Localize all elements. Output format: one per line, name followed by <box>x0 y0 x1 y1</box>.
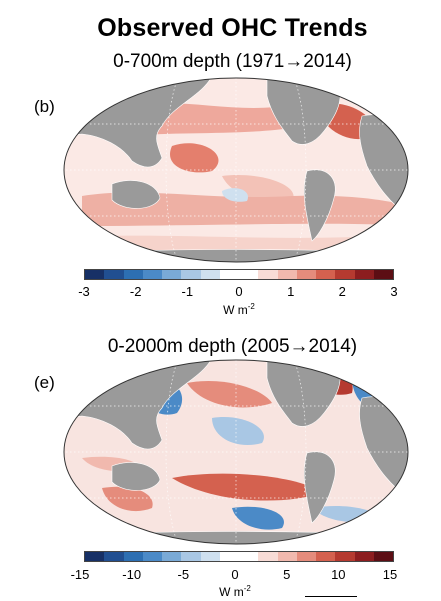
colorbar-swatch <box>162 270 182 279</box>
colorbar-swatch <box>142 552 162 561</box>
trend-patch <box>232 506 284 530</box>
colorbar-swatch <box>219 552 239 561</box>
colorbar-swatch <box>296 270 316 279</box>
colorbar-b-tick: 3 <box>390 284 398 299</box>
colorbar-swatch <box>354 552 374 561</box>
trend-patch <box>132 103 302 136</box>
colorbar-swatch <box>316 270 336 279</box>
colorbar-swatch <box>239 552 259 561</box>
colorbar-swatch <box>181 552 201 561</box>
colorbar-swatch <box>335 552 355 561</box>
colorbar-swatch <box>104 270 124 279</box>
colorbar-b-tick: -3 <box>78 284 90 299</box>
colorbar-swatch <box>373 270 393 279</box>
colorbar-b <box>84 269 394 280</box>
colorbar-swatch <box>277 552 297 561</box>
colorbar-b-tick: 0 <box>235 284 243 299</box>
colorbar-swatch <box>200 552 220 561</box>
colorbar-swatch <box>85 552 105 561</box>
colorbar-b-tick: -2 <box>129 284 142 299</box>
colorbar-e-tick: 0 <box>231 567 239 582</box>
ohc-map-0-700m <box>63 77 409 263</box>
colorbar-swatch <box>181 270 201 279</box>
colorbar-swatch <box>142 270 162 279</box>
land-australia <box>111 180 161 209</box>
colorbar-e-tick: -10 <box>122 567 142 582</box>
trend-patch <box>222 175 294 203</box>
colorbar-swatch <box>123 270 143 279</box>
panel-b-label: (b) <box>34 97 55 116</box>
land-north-america <box>266 360 341 427</box>
colorbar-e-tick: 5 <box>283 567 291 582</box>
colorbar-b-tick: 1 <box>287 284 295 299</box>
colorbar-swatch <box>123 552 143 561</box>
trend-patch <box>170 143 219 173</box>
colorbar-b-tick: -1 <box>181 284 194 299</box>
colorbar-e-tick: -5 <box>177 567 190 582</box>
colorbar-e-tick: 10 <box>331 567 346 582</box>
colorbar-b-unit: W m-2 <box>223 302 255 317</box>
colorbar-swatch <box>162 552 182 561</box>
trend-patch <box>212 417 264 446</box>
panel-e-subtitle: 0-2000m depth (2005→2014) <box>107 336 358 357</box>
land-south-america <box>303 451 336 524</box>
ohc-map-0-2000m <box>63 359 409 545</box>
panel-b-subtitle: 0-700m depth (1971→2014) <box>113 51 352 72</box>
panel-e-label: (e) <box>34 373 55 392</box>
land-south-america <box>303 169 336 242</box>
colorbar-b-tick: 2 <box>338 284 346 299</box>
colorbar-swatch <box>219 270 239 279</box>
colorbar-e <box>84 551 394 562</box>
colorbar-swatch <box>316 552 336 561</box>
colorbar-swatch <box>277 270 297 279</box>
land-north-america <box>266 78 341 145</box>
colorbar-swatch <box>239 270 259 279</box>
trend-patch <box>172 473 322 501</box>
colorbar-e-tick: -15 <box>70 567 90 582</box>
trend-patch <box>222 188 248 202</box>
colorbar-swatch <box>258 270 278 279</box>
colorbar-e-tick: 15 <box>382 567 398 582</box>
colorbar-swatch <box>296 552 316 561</box>
colorbar-swatch <box>373 552 393 561</box>
trend-patch <box>187 380 272 408</box>
colorbar-swatch <box>354 270 374 279</box>
colorbar-e-unit: W m-2 <box>219 584 251 599</box>
colorbar-swatch <box>104 552 124 561</box>
colorbar-swatch <box>200 270 220 279</box>
colorbar-swatch <box>258 552 278 561</box>
trend-patch <box>102 486 153 512</box>
scale-line <box>305 596 357 597</box>
figure-title: Observed OHC Trends <box>97 14 368 42</box>
colorbar-swatch <box>335 270 355 279</box>
colorbar-swatch <box>85 270 105 279</box>
land-australia <box>111 462 161 491</box>
